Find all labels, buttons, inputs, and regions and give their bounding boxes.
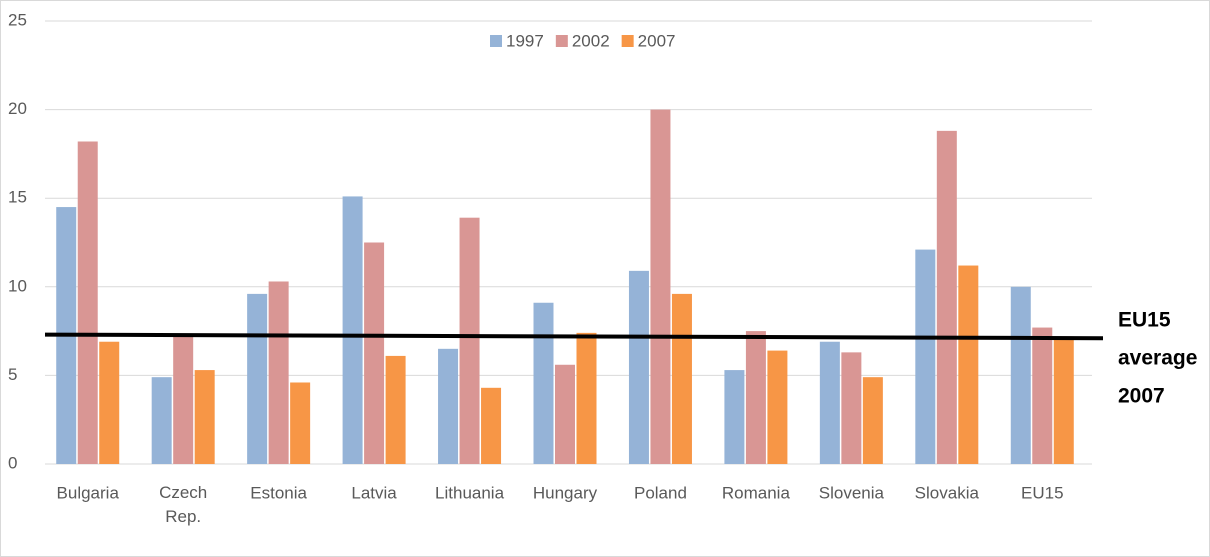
bar [194,370,215,464]
bar [459,217,480,464]
legend-label: 2002 [572,31,610,50]
x-tick-label: Latvia [351,483,397,502]
bar [767,350,788,464]
legend-swatch [555,35,568,47]
bar [958,265,979,464]
x-tick-label: Slovakia [915,483,980,502]
bar [77,141,98,464]
bar [342,196,363,465]
bar [481,387,502,464]
reference-line [44,332,1104,341]
bar [555,364,575,464]
bar [1032,327,1053,464]
bar [671,293,692,464]
y-tick-label: 20 [8,99,27,118]
bar [862,377,883,464]
bar [628,270,649,464]
bar [1010,286,1031,464]
x-tick-label: Czech Rep. [159,483,207,526]
legend-label: 1997 [506,31,544,50]
bar [936,130,957,464]
x-tick-label: Poland [634,483,687,502]
bar [915,249,936,464]
bar [1053,336,1074,464]
x-tick-label: Lithuania [435,483,505,502]
x-tick-label: Hungary [533,483,598,502]
legend-label: 2007 [638,31,676,50]
bar [841,352,862,464]
x-tick-label: Romania [722,483,791,502]
annotation: average [1118,347,1197,370]
bar [724,370,745,464]
bar [819,341,840,464]
y-tick-label: 15 [8,188,27,207]
y-tick-label: 0 [8,453,17,472]
legend-swatch [490,35,502,47]
bar [385,355,406,464]
y-tick-label: 10 [8,276,27,295]
legend-swatch [621,35,634,47]
bar [173,336,194,464]
bar [268,281,289,464]
annotation: 2007 [1118,385,1165,408]
bar [247,293,268,464]
bar [650,109,671,464]
bar [576,332,597,464]
x-tick-label: EU15 [1021,483,1064,502]
x-tick-label: Estonia [250,483,307,502]
bar [151,377,172,464]
bar [533,302,554,464]
bar [99,341,120,464]
annotation: EU15 [1118,309,1171,332]
bar [745,331,766,464]
bar [364,242,385,464]
bar [290,382,311,464]
y-tick-label: 25 [8,10,27,29]
y-tick-label: 5 [8,365,17,384]
x-tick-label: Slovenia [819,483,885,502]
bar [438,348,459,464]
x-tick-label: Bulgaria [57,483,120,502]
